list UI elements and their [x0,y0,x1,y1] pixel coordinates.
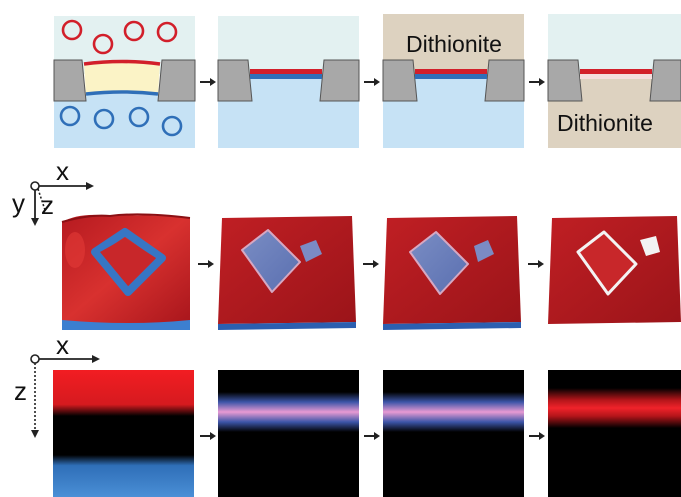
surface-panel-4 [548,216,681,324]
circle-outline-icon [156,21,178,43]
arrow-right-icon [528,260,544,268]
circle-outline-icon [59,105,81,127]
surface-panel-3 [383,216,521,330]
schematic-panel-1 [53,16,196,148]
blue-molecules [59,105,183,137]
arrow-right-icon [200,78,216,86]
circle-outline-icon [123,20,145,42]
axis-z-label: z [14,376,27,406]
axis-x-label: x [56,330,69,360]
arrow-right-icon [529,78,545,86]
circle-outline-icon [93,108,115,130]
arrow-right-icon [363,260,379,268]
profile-panel-1 [53,370,194,497]
surface-panel-2 [218,216,356,330]
arrow-right-icon [200,432,216,440]
profile-panel-4 [548,370,681,497]
arrow-right-icon [364,432,380,440]
circle-outline-icon [61,19,83,41]
circle-outline-icon [92,33,114,55]
arrow-right-icon [529,432,545,440]
dithionite-label-bottom: Dithionite [557,110,653,136]
surface-panel-1 [61,213,191,330]
arrow-right-icon [364,78,380,86]
schematic-panel-2 [217,16,360,148]
axis-x-label: x [56,156,69,186]
profile-panel-2 [218,370,359,497]
axis-indicator-2d: x z [14,330,100,438]
axis-origin-icon [30,181,40,191]
axis-origin-icon [30,354,40,364]
dithionite-label-top: Dithionite [406,31,502,57]
schematic-panel-3: Dithionite [382,14,525,148]
circle-outline-icon [161,115,183,137]
red-molecules [61,19,178,55]
axis-z-label: z [41,190,54,220]
arrow-right-icon [198,260,214,268]
profile-panel-3 [383,370,524,497]
axis-indicator-3d: x y z [12,156,94,226]
circle-outline-icon [128,106,150,128]
axis-y-label: y [12,188,25,218]
schematic-panel-4: Dithionite [547,14,681,148]
